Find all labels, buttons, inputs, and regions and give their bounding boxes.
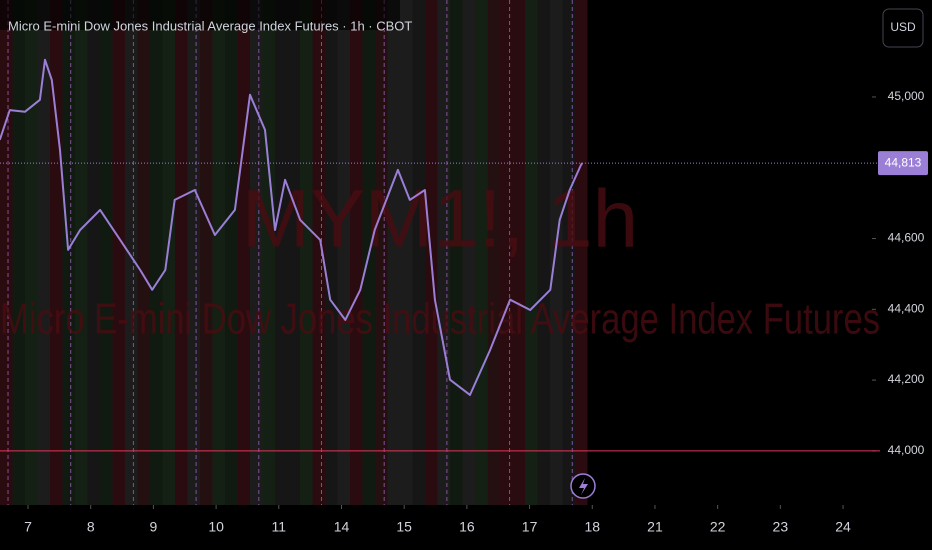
y-tick-label: 44,000 — [888, 443, 925, 457]
x-tick-label: 16 — [459, 519, 475, 535]
background — [0, 0, 588, 505]
y-tick-label: 44,400 — [888, 301, 925, 315]
price-line — [0, 58, 584, 396]
x-tick-label: 22 — [710, 519, 726, 535]
session-stripe — [125, 0, 138, 505]
session-stripe — [212, 0, 225, 505]
session-stripe — [62, 0, 75, 505]
session-stripe — [187, 0, 200, 505]
session-stripe — [225, 0, 238, 505]
x-tick-label: 11 — [272, 519, 287, 535]
x-tick-label: 8 — [87, 519, 95, 535]
session-stripe — [350, 0, 363, 505]
currency[interactable]: USD — [890, 20, 916, 34]
session-stripe — [337, 0, 350, 505]
session-stripe — [175, 0, 188, 505]
session-stripe — [25, 0, 38, 505]
y-tick-label: 44,200 — [888, 372, 925, 386]
currency-button[interactable] — [882, 8, 924, 48]
session-stripe — [325, 0, 338, 505]
last-price-badge — [878, 151, 928, 176]
x-tick-label: 15 — [396, 519, 412, 535]
x-tick-label: 14 — [334, 519, 350, 535]
session-stripe — [162, 0, 175, 505]
session-stripe — [137, 0, 150, 505]
x-tick-label: 21 — [647, 519, 663, 535]
session-stripe — [412, 0, 425, 505]
session-stripe — [87, 0, 100, 505]
session-stripe — [100, 0, 113, 505]
session-stripe — [575, 0, 588, 505]
x-tick-label: 7 — [24, 519, 32, 535]
x-tick-label: 9 — [150, 519, 158, 535]
session-stripe — [262, 0, 275, 505]
session-stripe — [37, 0, 50, 505]
x-tick-label: 10 — [208, 519, 224, 535]
title-bg — [0, 0, 400, 30]
session-stripe — [75, 0, 88, 505]
session-stripe — [287, 0, 300, 505]
session-stripe — [250, 0, 263, 505]
session-stripe — [12, 0, 25, 505]
session-stripe — [50, 0, 63, 505]
session-stripe — [537, 0, 550, 505]
plot: 44,000 44,200 44,400 44,600 45,000 7 8 9 10 11 14 1… — [0, 58, 928, 535]
session-stripe — [450, 0, 463, 505]
session-stripe — [112, 0, 125, 505]
y-tick-label: 44,600 — [888, 231, 925, 245]
session-stripe — [275, 0, 288, 505]
x-tick-label: 24 — [835, 519, 851, 535]
bolt — [579, 478, 588, 495]
session-stripe — [200, 0, 213, 505]
session-stripe — [300, 0, 313, 505]
session-stripe — [0, 0, 13, 505]
watermark-symbol: MYM1!, 1h — [242, 174, 638, 265]
watermark-name: Micro E-mini Dow Jones Industrial Averag… — [0, 295, 880, 344]
session-stripe — [525, 0, 538, 505]
session-stripe — [512, 0, 525, 505]
x-tick-label: 18 — [584, 519, 600, 535]
session-stripe — [400, 0, 413, 505]
x-tick-label: 17 — [522, 519, 538, 535]
session-stripe — [462, 0, 475, 505]
x-tick-label: 23 — [773, 519, 789, 535]
session-stripe — [487, 0, 500, 505]
session-stripe — [387, 0, 400, 505]
last-price-label: 44,813 — [885, 155, 922, 169]
session-stripe — [150, 0, 163, 505]
y-tick-label: 45,000 — [888, 89, 925, 103]
chart-title: Micro E-mini Dow Jones Industrial Averag… — [8, 18, 412, 33]
